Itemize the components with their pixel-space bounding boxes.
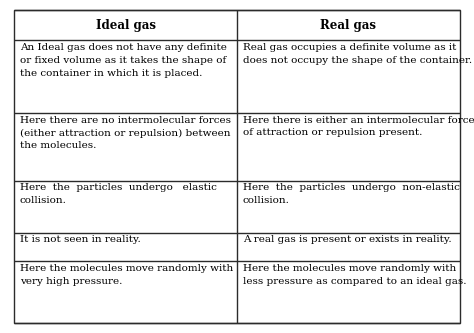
Text: Here the molecules move randomly with
very high pressure.: Here the molecules move randomly with ve…	[20, 264, 233, 286]
Text: Here  the  particles  undergo  non-elastic
collision.: Here the particles undergo non-elastic c…	[243, 183, 460, 205]
Text: Here there are no intermolecular forces
(either attraction or repulsion) between: Here there are no intermolecular forces …	[20, 116, 231, 151]
Text: Here  the  particles  undergo   elastic
collision.: Here the particles undergo elastic colli…	[20, 183, 217, 205]
Text: A real gas is present or exists in reality.: A real gas is present or exists in reali…	[243, 235, 451, 244]
Text: Real gas: Real gas	[320, 19, 376, 32]
Text: Real gas occupies a definite volume as it
does not occupy the shape of the conta: Real gas occupies a definite volume as i…	[243, 43, 472, 65]
Text: Here the molecules move randomly with
less pressure as compared to an ideal gas.: Here the molecules move randomly with le…	[243, 264, 466, 286]
Text: An Ideal gas does not have any definite
or fixed volume as it takes the shape of: An Ideal gas does not have any definite …	[20, 43, 227, 78]
Text: Ideal gas: Ideal gas	[96, 19, 155, 32]
Text: It is not seen in reality.: It is not seen in reality.	[20, 235, 141, 244]
Text: Here there is either an intermolecular force
of attraction or repulsion present.: Here there is either an intermolecular f…	[243, 116, 474, 138]
